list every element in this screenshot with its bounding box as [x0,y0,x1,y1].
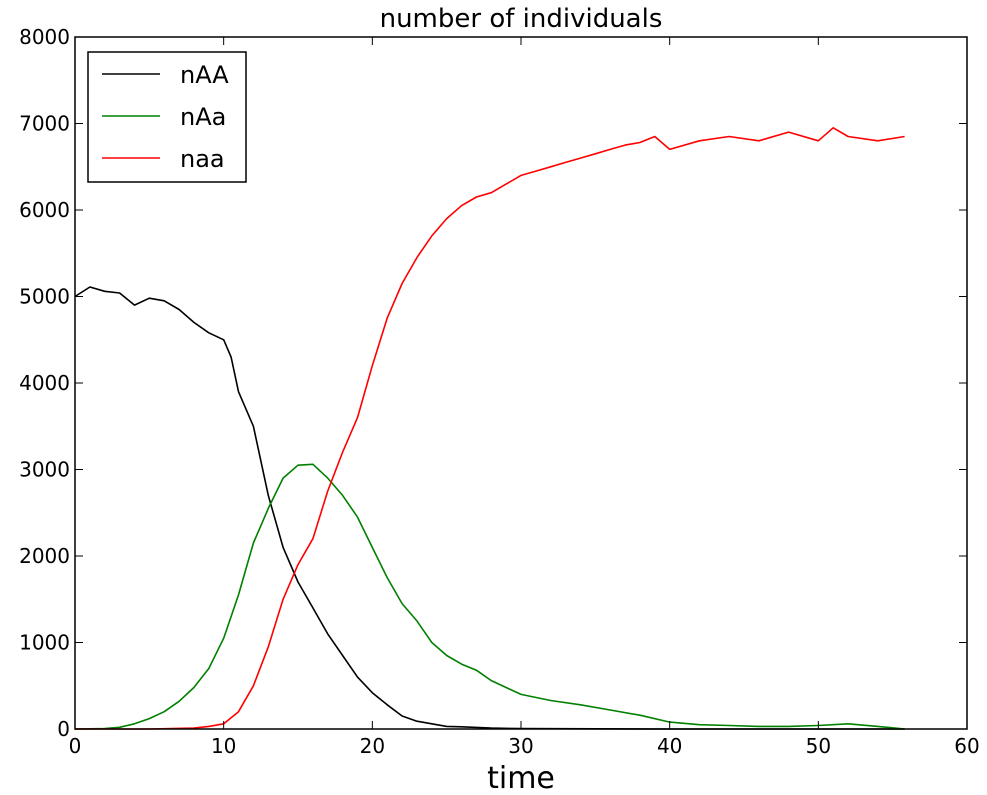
y-tick-label: 8000 [19,25,70,49]
series-layer [74,127,905,730]
x-tick-label: 10 [211,734,236,758]
x-tick-label: 40 [657,734,682,758]
x-tick-label: 30 [508,734,533,758]
series-line-nAA [74,286,905,730]
ticks-layer: 0 10 20 30 40 50 60 0 1000 2000 3000 4000 5000 6000 70… [19,25,980,758]
y-tick-label: 6000 [19,198,70,222]
chart-title: number of individuals [380,4,663,34]
legend: nAA nAa naa [87,51,247,183]
x-axis-label: time [487,761,555,795]
legend-label-naa: naa [180,145,225,173]
x-tick-label: 0 [69,734,82,758]
y-tick-label: 7000 [19,112,70,136]
legend-label-nAa: nAa [180,103,226,131]
x-tick-label: 50 [806,734,831,758]
series-line-naa [75,127,905,730]
series-line-nAa [74,463,905,730]
y-tick-label: 5000 [19,285,70,309]
x-tick-label: 60 [954,734,979,758]
y-tick-label: 4000 [19,371,70,395]
y-tick-label: 0 [57,717,70,741]
y-tick-label: 3000 [19,458,70,482]
legend-label-nAA: nAA [180,61,229,89]
y-tick-label: 2000 [19,544,70,568]
x-tick-label: 20 [360,734,385,758]
y-tick-label: 1000 [19,631,70,655]
